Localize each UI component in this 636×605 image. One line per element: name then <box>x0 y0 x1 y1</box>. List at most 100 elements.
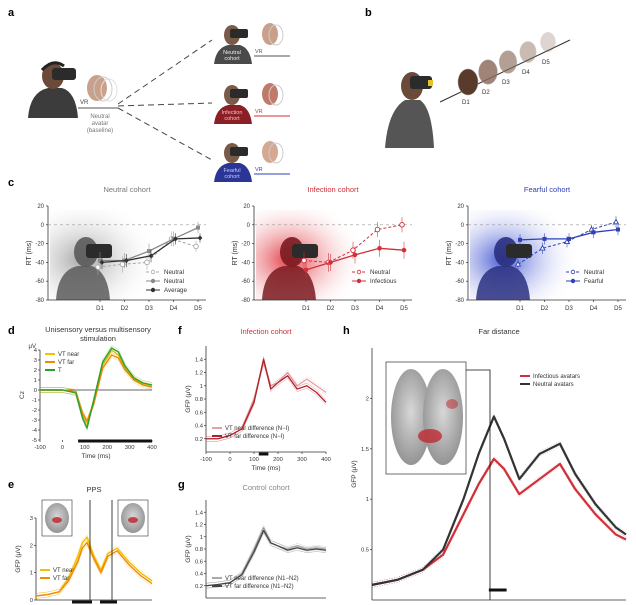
data-point <box>303 267 309 273</box>
x-axis-label: Time (ms) <box>81 453 110 460</box>
legend-label: Neutral <box>370 269 390 276</box>
chart-title: stimulation <box>80 334 116 343</box>
baseline-label-3: (baseline) <box>87 128 113 134</box>
data-point <box>563 238 571 244</box>
cohort-vr-fearful: VR <box>255 167 263 173</box>
y-tick-label: 2 <box>366 396 369 402</box>
cohort-vr-neutral: VR <box>255 49 263 55</box>
chart-title: Infection cohort <box>307 185 359 194</box>
data-point <box>328 260 333 265</box>
legend-label: VT near difference (N1−N2) <box>225 576 299 582</box>
cohort-label-infection-2: cohort <box>224 116 240 122</box>
gfp-chart-pps: PPS 0 1 2 3 GFP (μV) VT near VT far <box>15 485 153 604</box>
x-tick-label: D4 <box>590 306 598 312</box>
brain-activation-icon <box>52 517 62 523</box>
rt-chart-infection: Infection cohort 20 0 -20 -40 -60 -80 RT (ms) D1… <box>232 185 412 312</box>
series-line-0 <box>35 536 153 597</box>
vr-headset-icon <box>506 244 532 258</box>
avatar-head-d5 <box>540 31 556 53</box>
chart-title: Infection cohort <box>240 327 292 336</box>
data-point <box>539 244 546 251</box>
baseline-avatar <box>87 75 118 102</box>
panel-letter-h: h <box>343 325 350 337</box>
legend-label: VT near <box>53 568 74 574</box>
gfp-chart-far-distance: Far distance 0.5 1 1.5 2 GFP (μV) Infectious a… <box>351 327 627 601</box>
avatar-head-d3 <box>498 50 518 74</box>
data-point <box>542 236 547 241</box>
y-tick-label: 1 <box>200 384 203 390</box>
series-ci-trace <box>371 455 627 583</box>
data-point <box>399 222 405 228</box>
peak-marker-line <box>466 369 491 600</box>
x-tick-label: D3 <box>565 306 573 312</box>
series-ci-trace <box>205 524 327 584</box>
legend-label: Infectious avatars <box>533 374 580 380</box>
vr-label-main: VR <box>80 100 89 106</box>
y-tick-label: -40 <box>455 260 464 266</box>
distance-label-d3: D3 <box>502 80 510 86</box>
y-tick-label: -2 <box>32 408 37 414</box>
data-point <box>119 261 126 268</box>
x-tick-label: D2 <box>541 306 549 312</box>
y-axis-label: RT (ms) <box>232 240 239 265</box>
data-point <box>173 236 178 242</box>
data-point <box>148 253 154 259</box>
series-line-1 <box>205 529 327 587</box>
series-ci-trace <box>371 460 627 588</box>
data-point <box>374 226 381 233</box>
cohort-connectors <box>117 39 213 161</box>
y-tick-label: 1.2 <box>195 523 203 529</box>
y-tick-label: 0 <box>34 388 37 394</box>
y-tick-label: 0.8 <box>195 547 203 553</box>
y-tick-label: -40 <box>241 260 250 266</box>
participant-silhouette <box>56 266 110 300</box>
legend-label: Average <box>164 287 187 294</box>
y-tick-label: 1 <box>366 497 369 503</box>
series-ci-trace <box>206 359 327 437</box>
y-tick-label: 0.4 <box>195 424 204 430</box>
data-point <box>401 247 407 253</box>
legend-label: VT far <box>58 360 74 366</box>
y-tick-label: 20 <box>37 204 44 210</box>
y-axis-label: GFP (μV) <box>351 460 358 487</box>
data-point <box>147 249 151 254</box>
series-ci-trace <box>35 539 153 594</box>
y-tick-label: 0.5 <box>361 548 369 554</box>
x-tick-label: D2 <box>327 306 335 312</box>
series-line-0 <box>517 221 617 265</box>
y-tick-label: 0 <box>461 223 465 229</box>
x-tick-label: D4 <box>170 306 178 312</box>
cohort-label-fearful-2: cohort <box>224 174 240 180</box>
cohort-label-infection-1: Infection <box>222 110 243 116</box>
legend-label: VT near difference (N−I) <box>225 426 289 432</box>
brain-activation-icon <box>418 429 442 443</box>
series-ci-trace <box>40 347 153 422</box>
panel-letter-c: c <box>8 177 14 189</box>
y-tick-label: -20 <box>241 242 250 248</box>
x-tick-label: 0 <box>61 445 64 451</box>
data-point <box>514 260 522 267</box>
y-tick-label: 0.4 <box>195 572 204 578</box>
chart-title: PPS <box>86 485 101 494</box>
data-point <box>518 237 522 242</box>
distance-label-d1: D1 <box>462 100 470 106</box>
cohort-row-neutral: Neutral cohort VR <box>214 23 290 64</box>
vr-headset-icon <box>86 244 112 258</box>
y-tick-label: -20 <box>35 242 44 248</box>
x-tick-label: D5 <box>400 306 408 312</box>
x-tick-label: 400 <box>321 457 331 463</box>
panel-letter-g: g <box>178 479 185 491</box>
x-tick-label: 300 <box>297 457 307 463</box>
gfp-chart-control: Control cohort 0.2 0.4 0.6 0.8 1 1.2 1.4 GFP (μV… <box>185 483 327 599</box>
panel-letter-d: d <box>8 325 15 337</box>
chart-title: Neutral cohort <box>103 185 151 194</box>
panel-letter-b: b <box>365 7 372 19</box>
legend-label: VT near <box>58 352 79 358</box>
y-axis-label: GFP (μV) <box>185 535 192 562</box>
legend-label: VT far difference (N1−N2) <box>225 584 294 590</box>
y-tick-label: 3 <box>30 516 33 522</box>
x-tick-label: 400 <box>147 445 157 451</box>
y-tick-label: -60 <box>35 279 44 285</box>
x-tick-label: D1 <box>302 306 310 312</box>
y-tick-label: 3 <box>34 358 37 364</box>
